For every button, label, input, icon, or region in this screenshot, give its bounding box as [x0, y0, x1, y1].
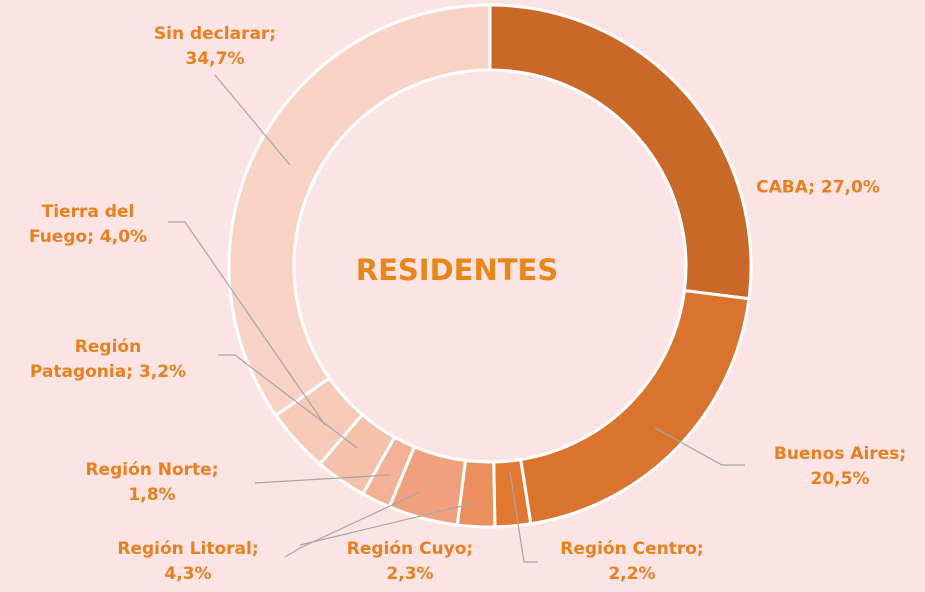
- data-label: Región Patagonia; 3,2%: [28, 335, 188, 385]
- label-separator: ;: [808, 177, 821, 198]
- leader-line: [284, 491, 421, 558]
- value-label: 4,0%: [99, 227, 148, 247]
- label-separator: ;: [126, 362, 139, 382]
- leader-line: [509, 471, 538, 563]
- category-name: Región Norte: [85, 460, 212, 480]
- value-label: 3,2%: [138, 362, 187, 382]
- category-name: Buenos Aires: [773, 444, 900, 464]
- value-label: 34,7%: [185, 49, 245, 69]
- category-name: Región Patagonia: [29, 337, 142, 382]
- leader-lines: [168, 74, 745, 563]
- donut-slice: [227, 3, 492, 418]
- label-separator: ;: [466, 539, 474, 559]
- value-label: 4,3%: [164, 564, 212, 584]
- category-name: Región Cuyo: [346, 539, 467, 559]
- category-name: CABA: [756, 177, 809, 198]
- category-name: Sin declarar: [153, 24, 270, 44]
- data-label: Región Cuyo; 2,3%: [330, 537, 490, 587]
- value-label: 20,5%: [810, 469, 870, 489]
- category-name: Tierra del Fuego: [28, 202, 135, 247]
- leader-line: [218, 354, 358, 449]
- value-label: 27,0%: [820, 177, 880, 198]
- label-separator: ;: [899, 444, 907, 464]
- value-label: 2,3%: [386, 564, 434, 584]
- label-separator: ;: [696, 539, 704, 559]
- value-label: 1,8%: [128, 485, 176, 505]
- label-separator: ;: [211, 460, 219, 480]
- data-label: CABA; 27,0%: [708, 176, 925, 201]
- data-label: Tierra del Fuego; 4,0%: [28, 200, 148, 250]
- data-label: Buenos Aires; 20,5%: [770, 442, 910, 492]
- data-label: Región Norte; 1,8%: [72, 458, 232, 508]
- data-label: Región Litoral; 4,3%: [103, 537, 273, 587]
- slices: [227, 3, 753, 529]
- leader-line: [214, 74, 291, 166]
- label-separator: ;: [87, 227, 100, 247]
- leader-line: [299, 502, 476, 546]
- leader-line: [654, 427, 745, 466]
- value-label: 2,2%: [608, 564, 656, 584]
- label-separator: ;: [251, 539, 259, 559]
- data-label: Sin declarar; 34,7%: [140, 22, 290, 72]
- data-label: Región Centro; 2,2%: [552, 537, 712, 587]
- leader-line: [254, 474, 391, 484]
- category-name: Región Centro: [560, 539, 697, 559]
- chart-title: RESIDENTES: [355, 253, 559, 287]
- donut-slice: [518, 288, 751, 526]
- category-name: Región Litoral: [117, 539, 252, 559]
- label-separator: ;: [269, 24, 277, 44]
- leader-line: [168, 221, 326, 426]
